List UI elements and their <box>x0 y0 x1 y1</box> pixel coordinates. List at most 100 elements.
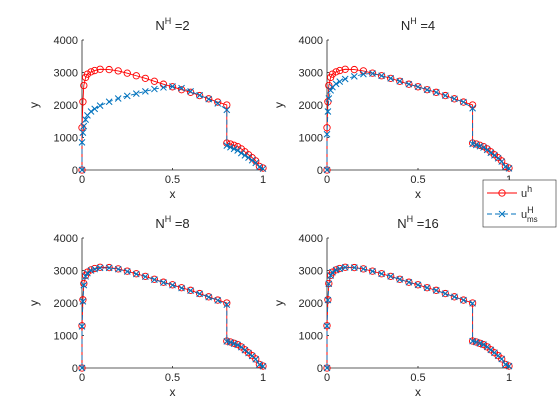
data-point <box>196 290 204 298</box>
legend-entry-uh: uh <box>487 184 532 200</box>
data-point <box>114 265 122 273</box>
data-point <box>476 340 484 347</box>
series-line <box>326 266 510 368</box>
data-point <box>169 281 176 289</box>
x-tick-label: 1 <box>260 372 266 384</box>
y-tick-label: 1000 <box>299 331 323 343</box>
legend-entry-ums: uH ms <box>487 205 538 224</box>
series-uh <box>78 65 267 174</box>
data-point <box>387 273 395 280</box>
data-point <box>336 264 344 273</box>
title-rest: =8 <box>171 216 189 231</box>
data-point <box>84 269 91 277</box>
data-point <box>360 265 367 273</box>
data-point <box>505 362 513 370</box>
data-point <box>78 139 86 146</box>
y-axis-label: y <box>272 102 286 108</box>
data-point <box>423 86 431 94</box>
data-point <box>160 279 167 286</box>
data-point <box>502 361 509 368</box>
data-point <box>255 360 264 369</box>
data-point <box>79 298 87 305</box>
data-point <box>423 284 431 292</box>
data-point <box>432 287 440 294</box>
series-line <box>81 68 264 170</box>
y-tick-label: 2000 <box>299 298 323 310</box>
y-tick-label: 4000 <box>299 233 323 245</box>
x-tick-label: 0 <box>324 174 330 186</box>
data-point <box>169 83 176 90</box>
data-point <box>78 322 86 330</box>
subplot-1: 0 0.5 1 0 1000 2000 3000 4000 x y NH =2 <box>27 16 267 201</box>
data-point <box>359 265 368 273</box>
x-axis-label: x <box>170 187 176 201</box>
data-point <box>227 338 234 346</box>
data-point <box>377 72 386 80</box>
data-point <box>323 166 331 174</box>
data-point <box>487 149 495 157</box>
data-point <box>396 275 404 283</box>
data-point <box>441 92 449 99</box>
data-point <box>378 270 385 278</box>
data-point <box>472 338 480 346</box>
data-point <box>214 296 222 304</box>
data-point <box>341 75 349 83</box>
data-point <box>132 72 140 80</box>
data-point <box>141 87 149 95</box>
title-base: N <box>397 216 406 231</box>
data-point <box>114 67 122 75</box>
x-tick-label: 0 <box>79 372 85 384</box>
data-point <box>141 272 150 280</box>
series-line <box>326 73 510 170</box>
data-point <box>368 69 377 77</box>
data-point <box>105 98 113 106</box>
data-point <box>214 100 222 107</box>
data-point <box>498 355 506 363</box>
data-point <box>323 364 331 372</box>
data-point <box>80 81 88 90</box>
data-point <box>132 270 140 278</box>
data-point <box>82 272 89 280</box>
data-point <box>450 293 459 301</box>
data-point <box>468 299 477 307</box>
legend-marker <box>498 210 506 218</box>
data-point <box>83 268 92 276</box>
y-tick-label: 3000 <box>299 68 323 80</box>
data-point <box>377 270 386 278</box>
data-point <box>178 84 185 92</box>
data-point <box>159 278 168 286</box>
data-point <box>141 74 150 83</box>
y-tick-label: 3000 <box>54 68 78 80</box>
data-point <box>78 323 86 330</box>
data-point <box>96 264 104 272</box>
data-point <box>332 266 340 274</box>
data-point <box>178 284 185 292</box>
data-point <box>459 296 468 304</box>
x-tick-label: 0.5 <box>410 372 425 384</box>
x-tick-label: 0.5 <box>410 174 425 186</box>
data-point <box>336 265 344 273</box>
data-point <box>323 322 331 330</box>
data-point <box>396 77 404 85</box>
data-point <box>205 95 213 103</box>
data-point <box>476 339 484 347</box>
data-point <box>196 91 204 99</box>
data-point <box>241 152 249 159</box>
title-rest: =16 <box>413 216 439 231</box>
data-point <box>168 83 177 91</box>
y-tick-label: 0 <box>72 363 78 375</box>
title-superscript: H <box>165 16 172 26</box>
data-point <box>79 98 87 106</box>
data-point <box>80 122 88 130</box>
x-tick-label: 0 <box>79 174 85 186</box>
data-point <box>223 101 231 109</box>
legend-label: uH ms <box>521 205 538 224</box>
data-point <box>327 272 334 279</box>
data-point <box>451 293 458 301</box>
data-point <box>460 296 467 304</box>
data-point <box>396 275 404 283</box>
data-point <box>432 88 440 96</box>
series-line <box>81 267 264 368</box>
